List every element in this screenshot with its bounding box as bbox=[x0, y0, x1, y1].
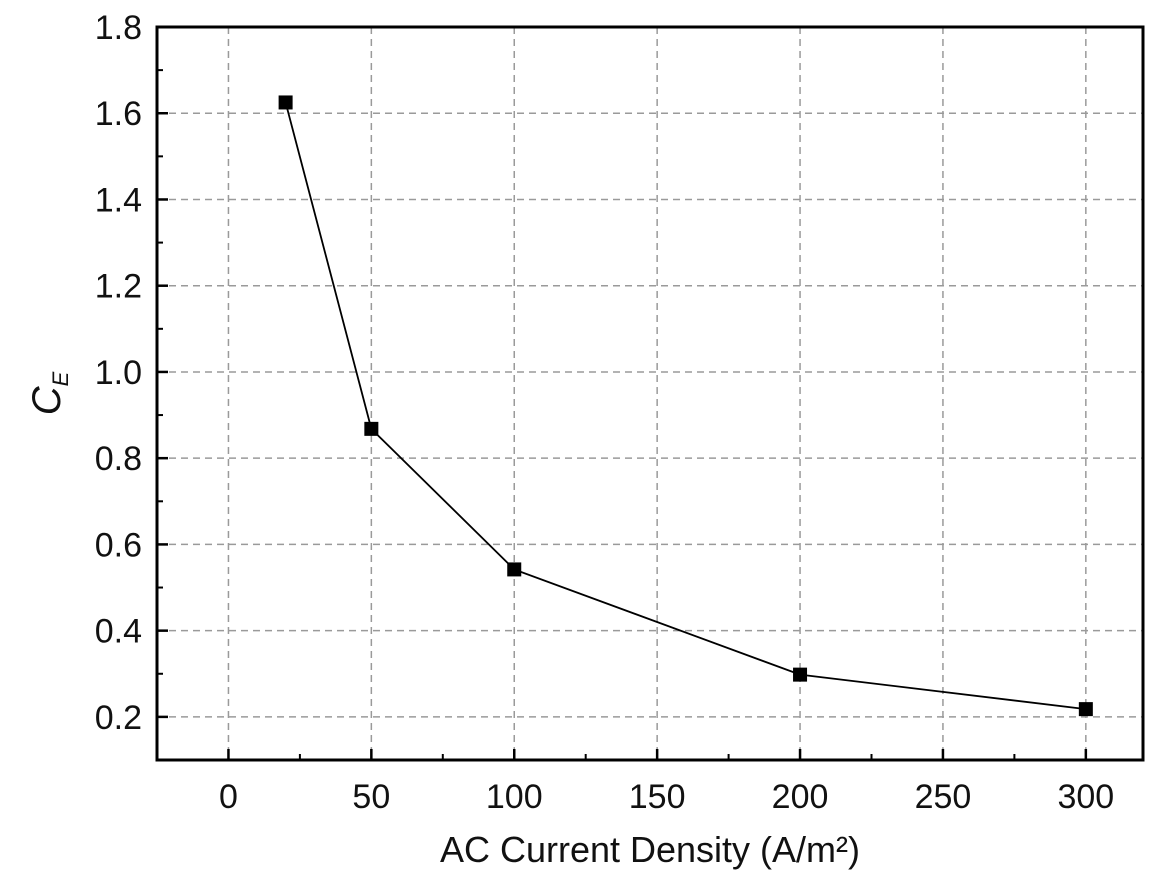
data-point-marker bbox=[278, 95, 293, 110]
data-point-marker bbox=[1078, 702, 1093, 717]
data-series bbox=[278, 95, 1093, 717]
x-tick-label: 200 bbox=[772, 778, 829, 816]
data-point-marker bbox=[364, 421, 379, 436]
y-tick-label: 0.6 bbox=[95, 526, 142, 564]
y-tick-label: 1.0 bbox=[95, 354, 142, 392]
y-tick-label: 0.8 bbox=[95, 440, 142, 478]
y-axis-title-subscript: E bbox=[48, 371, 73, 386]
x-tick-label: 0 bbox=[219, 778, 238, 816]
data-point-marker bbox=[793, 667, 808, 682]
y-axis-title: CE bbox=[25, 371, 73, 415]
x-tick-label: 100 bbox=[486, 778, 543, 816]
x-tick-label: 150 bbox=[629, 778, 686, 816]
x-tick-label: 50 bbox=[352, 778, 390, 816]
x-axis-title: AC Current Density (A/m²) bbox=[440, 829, 860, 870]
series-line bbox=[284, 102, 1086, 711]
y-tick-label: 1.2 bbox=[95, 268, 142, 306]
plot-frame bbox=[155, 25, 1145, 762]
tick-labels: 0 50 100 150 200 250 300 0.2 0.4 0.6 0.8 1.0 1.2 1.4 1… bbox=[95, 9, 1114, 816]
y-tick-label: 1.6 bbox=[95, 95, 142, 133]
y-tick-label: 1.8 bbox=[95, 9, 142, 47]
axis-ticks bbox=[157, 25, 1088, 760]
y-axis-title-main: C bbox=[25, 385, 69, 415]
data-point-marker bbox=[507, 562, 522, 577]
x-tick-label: 250 bbox=[915, 778, 972, 816]
x-tick-label: 300 bbox=[1057, 778, 1114, 816]
y-tick-label: 1.4 bbox=[95, 181, 142, 219]
y-tick-label: 0.2 bbox=[95, 699, 142, 737]
grid bbox=[157, 26, 1143, 760]
y-tick-label: 0.4 bbox=[95, 613, 142, 651]
